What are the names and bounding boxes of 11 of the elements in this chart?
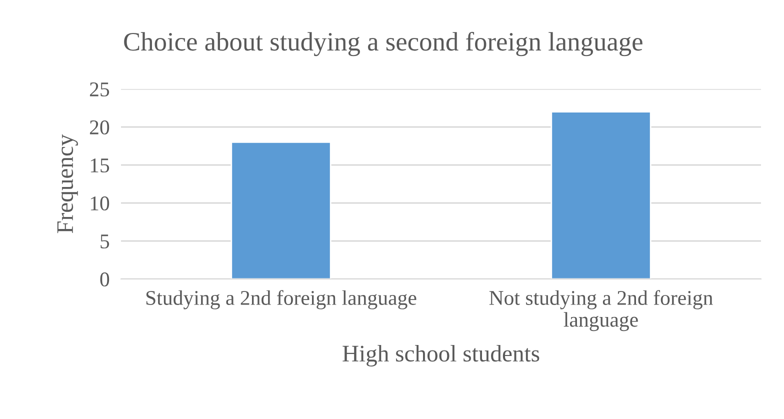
y-tick-label: 15 [90, 158, 110, 172]
y-tick-label: 25 [90, 82, 110, 96]
x-tick-label: Studying a 2nd foreign language [146, 290, 416, 310]
y-axis-title: Frequency [57, 134, 78, 234]
y-tick-label: 10 [90, 196, 110, 210]
chart-title: Choice about studying a second foreign language [124, 32, 642, 56]
x-axis-title: High school students [342, 345, 540, 366]
x-tick-label: Not studying a 2nd foreign language [489, 290, 713, 332]
y-tick-label: 20 [90, 120, 110, 134]
y-tick-label: 5 [100, 234, 110, 248]
y-tick-label: 0 [100, 272, 110, 286]
